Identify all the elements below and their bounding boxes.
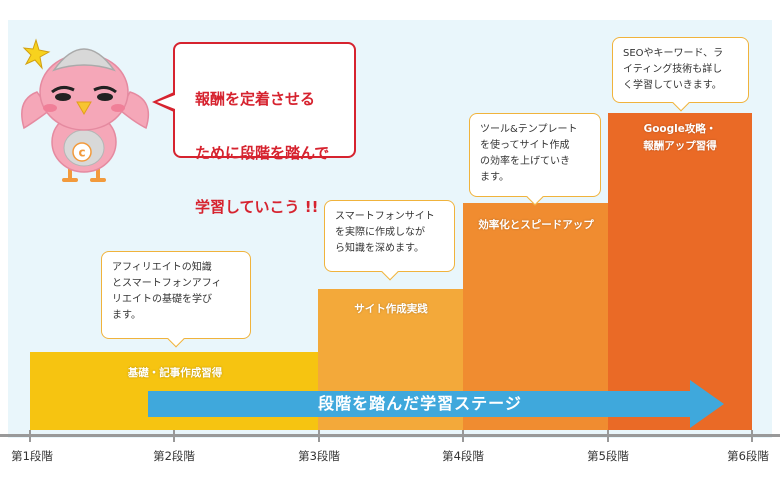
- step-block-google: Google攻略・ 報酬アップ習得: [608, 113, 752, 430]
- stage-axis: [0, 434, 780, 437]
- step-label: Google攻略・ 報酬アップ習得: [643, 123, 717, 152]
- axis-tick-label: 第1段階: [11, 449, 53, 463]
- mascot-beak: [76, 101, 92, 115]
- left-foot: [62, 166, 78, 182]
- axis-tick: [462, 430, 464, 442]
- info-bubble-stage4: ツール&テンプレート を使ってサイト作成 の効率を上げていき ます。: [469, 113, 601, 197]
- c-badge-icon: [72, 142, 92, 162]
- right-eye: [97, 93, 113, 101]
- intro-line: 報酬を定着させる: [195, 90, 316, 108]
- c-badge-letter: c: [78, 146, 85, 160]
- arrow-shape: [148, 380, 724, 428]
- step-label: サイト作成実践: [354, 303, 428, 315]
- axis-tick-label: 第3段階: [298, 449, 340, 463]
- info-bubble-stage2: アフィリエイトの知識 とスマートフォンアフィ リエイトの基礎を学び ます。: [101, 251, 251, 339]
- right-foot: [90, 166, 106, 182]
- arrow-label: 段階を踏んだ学習ステージ: [318, 394, 522, 413]
- left-cheek: [43, 104, 57, 112]
- axis-tick-label: 第2段階: [153, 449, 195, 463]
- axis-tick: [173, 430, 175, 442]
- left-eye: [55, 93, 71, 101]
- axis-tick: [29, 430, 31, 442]
- intro-line: 学習していこう !!: [195, 198, 319, 216]
- intro-bubble-tail-inner: [157, 95, 175, 109]
- axis-tick-label: 第5段階: [587, 449, 629, 463]
- axis-tick-label: 第4段階: [442, 449, 484, 463]
- mascot-helmet: [52, 48, 116, 72]
- intro-line: ために段階を踏んで: [195, 144, 330, 162]
- step-label: 効率化とスピードアップ: [478, 219, 594, 231]
- right-brow: [93, 85, 117, 94]
- axis-tick: [607, 430, 609, 442]
- sparkle-icon: [22, 38, 51, 70]
- axis-tick: [751, 430, 753, 442]
- step-label: 基礎・記事作成習得: [127, 367, 223, 379]
- axis-tick-label: 第6段階: [727, 449, 769, 463]
- axis-tick: [318, 430, 320, 442]
- left-brow: [51, 85, 75, 94]
- info-bubble-stage3: スマートフォンサイト を実際に作成しなが ら知識を深めます。: [324, 200, 455, 272]
- right-cheek: [111, 104, 125, 112]
- info-bubble-stage5: SEOやキーワード、ラ イティング技術も詳し く学習していきます。: [612, 37, 749, 103]
- mascot-bird: c: [21, 38, 150, 182]
